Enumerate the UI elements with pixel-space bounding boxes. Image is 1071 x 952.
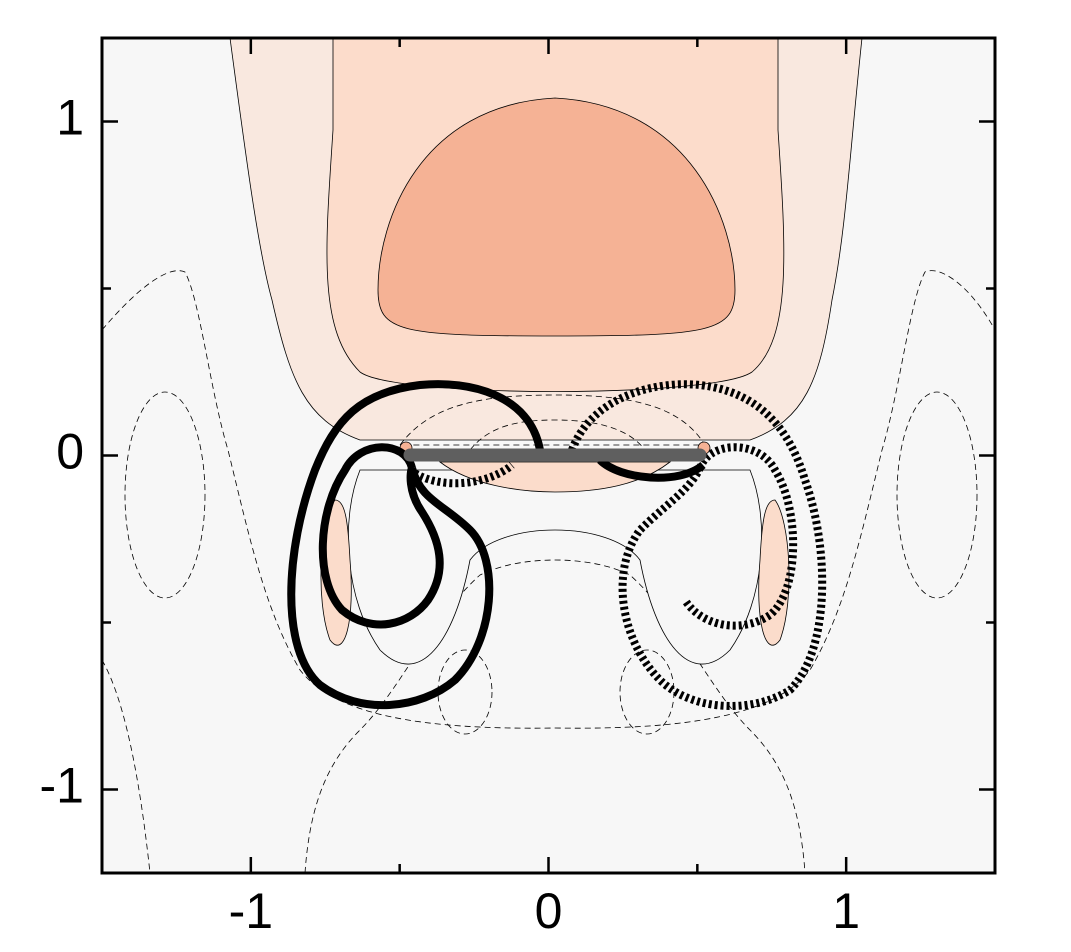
loop	[407, 461, 515, 488]
x-tick-label: 1	[832, 883, 860, 939]
x-tick-label: 0	[535, 883, 563, 939]
vortex-dashed	[407, 380, 827, 710]
x-tick-label: -1	[229, 883, 273, 939]
contour-region	[377, 97, 736, 337]
y-tick-label: 0	[56, 424, 84, 480]
y-tick-label: -1	[40, 758, 84, 814]
contour-region	[124, 391, 206, 599]
contour-region	[469, 419, 646, 451]
contour-region	[102, 659, 151, 873]
contour-region	[304, 559, 806, 873]
contour-field	[102, 38, 995, 873]
loop	[287, 380, 544, 710]
contour-region	[758, 499, 790, 646]
contour-region	[619, 649, 675, 735]
contour-region	[102, 270, 995, 873]
y-tick-label: 1	[56, 90, 84, 146]
loop	[318, 443, 444, 629]
contour-region	[896, 391, 978, 599]
contour-region	[437, 649, 493, 735]
